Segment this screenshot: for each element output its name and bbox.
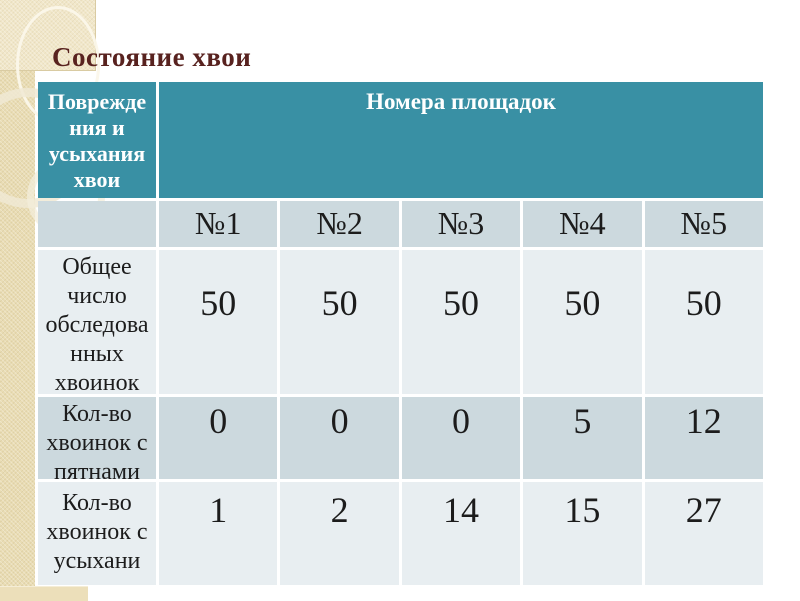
value-cell: 50 (280, 250, 399, 394)
value-cell: 5 (523, 397, 642, 479)
value-cell: 0 (159, 397, 278, 479)
value-cell: 1 (159, 482, 278, 585)
needles-table: Поврежде ния и усыхания хвои Номера площ… (38, 82, 763, 585)
value-cell: 50 (401, 250, 521, 394)
corner-header-cell: Поврежде ния и усыхания хвои (38, 82, 156, 198)
value-cell: 50 (159, 250, 278, 394)
value-cell: 0 (280, 397, 399, 479)
row-label-cell: Кол-во хвоинок с усыхани (38, 482, 156, 585)
bottom-left-foot-decor (0, 586, 88, 601)
value-cell: 50 (523, 250, 642, 394)
left-accent-strip (0, 0, 35, 600)
value-cell: 15 (523, 482, 642, 585)
column-header-cell: №2 (280, 201, 399, 247)
value-cell: 50 (644, 250, 763, 394)
slide-title: Состояние хвои (52, 42, 252, 72)
row-label-cell: Кол-во хвоинок с пятнами (38, 397, 156, 485)
column-header-cell: №3 (401, 201, 521, 247)
value-cell: 2 (280, 482, 399, 585)
column-header-cell: №5 (644, 201, 763, 247)
column-header-cell: №4 (523, 201, 642, 247)
spacer-cell (38, 201, 156, 247)
value-cell: 0 (401, 397, 521, 479)
value-cell: 12 (644, 397, 763, 479)
value-cell: 14 (401, 482, 521, 585)
group-header-cell: Номера площадок (159, 82, 763, 198)
row-label-cell: Общее число обследова нных хвоинок (38, 250, 156, 396)
column-header-cell: №1 (159, 201, 278, 247)
value-cell: 27 (644, 482, 763, 585)
corner-square-decor (0, 0, 96, 71)
